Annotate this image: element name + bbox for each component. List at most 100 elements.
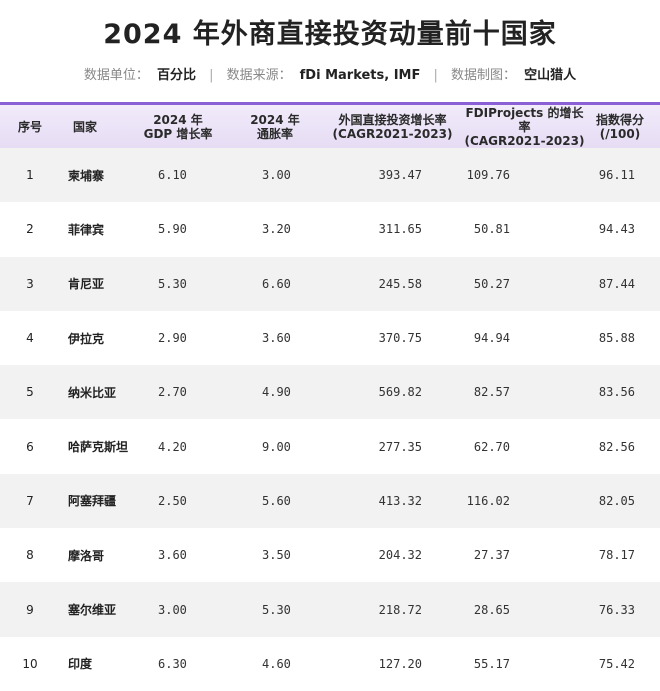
inflation-cell: 6.60 xyxy=(262,276,291,291)
table-row: 1 柬埔寨 6.10 3.00 393.47 109.76 96.11 xyxy=(0,148,660,203)
meta-separator: | xyxy=(209,68,214,83)
country-cell: 菲律宾 xyxy=(68,222,105,237)
country-cell: 塞尔维亚 xyxy=(68,603,117,618)
table-header: 序号 国家 2024 年 GDP 增长率 2024 年通胀率 外国直接投资增长率 (CAGR… xyxy=(0,102,660,148)
gdp-cell: 6.30 xyxy=(158,656,187,671)
score-cell: 85.88 xyxy=(598,331,635,346)
rank-cell: 3 xyxy=(26,276,34,291)
inflation-cell: 9.00 xyxy=(262,439,291,454)
table-row: 6 哈萨克斯坦 4.20 9.00 277.35 62.70 82.56 xyxy=(0,419,660,473)
rank-cell: 6 xyxy=(26,439,34,454)
gdp-cell: 2.70 xyxy=(158,385,187,400)
score-cell: 83.56 xyxy=(598,385,635,400)
unit-value: 百分比 xyxy=(156,68,196,83)
table-row: 4 伊拉克 2.90 3.60 370.75 94.94 85.88 xyxy=(0,311,660,365)
rank-cell: 8 xyxy=(26,548,34,563)
score-cell: 82.05 xyxy=(598,493,635,508)
author-label: 数据制图： xyxy=(451,68,517,83)
data-table: 序号 国家 2024 年 GDP 增长率 2024 年通胀率 外国直接投资增长率 (CAGR… xyxy=(0,102,660,691)
column-header: 2024 年 GDP 增长率 xyxy=(143,112,213,141)
score-cell: 78.17 xyxy=(598,548,635,563)
projects-growth-cell: 116.02 xyxy=(466,493,510,508)
projects-growth-cell: 28.65 xyxy=(473,602,510,617)
country-cell: 哈萨克斯坦 xyxy=(68,440,129,455)
rank-cell: 10 xyxy=(22,656,38,671)
rank-cell: 7 xyxy=(26,493,34,508)
source-label: 数据来源： xyxy=(226,68,292,83)
column-header: 指数得分 (/100) xyxy=(595,112,644,141)
gdp-cell: 4.20 xyxy=(158,439,187,454)
projects-growth-cell: 50.27 xyxy=(473,276,510,291)
author-value: 空山猎人 xyxy=(524,68,577,83)
country-cell: 纳米比亚 xyxy=(68,385,117,400)
column-header: 序号 xyxy=(17,119,42,134)
fdi-growth-cell: 127.20 xyxy=(378,656,422,671)
meta-separator: | xyxy=(433,68,438,83)
rank-cell: 2 xyxy=(26,222,34,237)
fdi-growth-cell: 393.47 xyxy=(378,168,422,183)
gdp-cell: 3.00 xyxy=(158,602,187,617)
inflation-cell: 4.90 xyxy=(262,385,291,400)
column-header: 国家 xyxy=(72,119,97,134)
inflation-cell: 4.60 xyxy=(262,656,291,671)
fdi-growth-cell: 204.32 xyxy=(378,548,422,563)
inflation-cell: 5.30 xyxy=(262,602,291,617)
gdp-cell: 2.90 xyxy=(158,331,187,346)
projects-growth-cell: 109.76 xyxy=(466,168,510,183)
table-row: 9 塞尔维亚 3.00 5.30 218.72 28.65 76.33 xyxy=(0,582,660,637)
page-title: 2024 年外商直接投资动量前十国家 xyxy=(103,19,557,50)
gdp-cell: 5.90 xyxy=(158,222,187,237)
projects-growth-cell: 94.94 xyxy=(473,331,510,346)
score-cell: 76.33 xyxy=(598,602,635,617)
projects-growth-cell: 27.37 xyxy=(473,548,510,563)
rank-cell: 1 xyxy=(26,168,34,183)
table-row: 8 摩洛哥 3.60 3.50 204.32 27.37 78.17 xyxy=(0,528,660,582)
inflation-cell: 3.50 xyxy=(262,548,291,563)
score-cell: 96.11 xyxy=(598,168,635,183)
table-body: 1 柬埔寨 6.10 3.00 393.47 109.76 96.11 2 菲律宾 5.90 3.2… xyxy=(0,148,660,691)
country-cell: 肯尼亚 xyxy=(68,277,105,292)
score-cell: 87.44 xyxy=(598,276,635,291)
table-row: 7 阿塞拜疆 2.50 5.60 413.32 116.02 82.05 xyxy=(0,473,660,529)
fdi-growth-cell: 413.32 xyxy=(378,493,422,508)
column-header: FDIProjects 的增长率 (CAGR2021-2023) xyxy=(464,105,585,148)
score-cell: 94.43 xyxy=(598,222,635,237)
gdp-cell: 2.50 xyxy=(158,493,187,508)
rank-cell: 4 xyxy=(26,331,34,346)
projects-growth-cell: 82.57 xyxy=(473,385,510,400)
source-value: fDi Markets, IMF xyxy=(299,68,421,83)
fdi-growth-cell: 245.58 xyxy=(378,276,422,291)
fdi-growth-cell: 311.65 xyxy=(378,222,422,237)
gdp-cell: 6.10 xyxy=(158,168,187,183)
unit-label: 数据单位： xyxy=(83,68,149,83)
score-cell: 75.42 xyxy=(598,656,635,671)
table-row: 2 菲律宾 5.90 3.20 311.65 50.81 94.43 xyxy=(0,202,660,256)
inflation-cell: 3.20 xyxy=(262,222,291,237)
country-cell: 印度 xyxy=(68,657,93,672)
projects-growth-cell: 50.81 xyxy=(473,222,510,237)
rank-cell: 5 xyxy=(26,385,34,400)
fdi-growth-cell: 277.35 xyxy=(378,439,422,454)
fdi-growth-cell: 370.75 xyxy=(378,331,422,346)
inflation-cell: 5.60 xyxy=(262,493,291,508)
projects-growth-cell: 62.70 xyxy=(473,439,510,454)
fdi-growth-cell: 218.72 xyxy=(378,602,422,617)
column-header: 2024 年通胀率 xyxy=(250,112,300,141)
gdp-cell: 3.60 xyxy=(158,548,187,563)
inflation-cell: 3.60 xyxy=(262,331,291,346)
table-row: 10 印度 6.30 4.60 127.20 55.17 75.42 xyxy=(0,637,660,691)
gdp-cell: 5.30 xyxy=(158,276,187,291)
score-cell: 82.56 xyxy=(598,439,635,454)
table-row: 3 肯尼亚 5.30 6.60 245.58 50.27 87.44 xyxy=(0,256,660,311)
table-row: 5 纳米比亚 2.70 4.90 569.82 82.57 83.56 xyxy=(0,365,660,420)
inflation-cell: 3.00 xyxy=(262,168,291,183)
meta-line: 数据单位： 百分比 | 数据来源： fDi Markets, IMF | 数据制图：… xyxy=(0,64,660,83)
country-cell: 柬埔寨 xyxy=(68,168,105,183)
projects-growth-cell: 55.17 xyxy=(473,656,510,671)
country-cell: 阿塞拜疆 xyxy=(68,494,117,509)
country-cell: 伊拉克 xyxy=(68,331,105,346)
column-header: 外国直接投资增长率 (CAGR2021-2023) xyxy=(332,112,453,141)
country-cell: 摩洛哥 xyxy=(68,548,105,563)
fdi-growth-cell: 569.82 xyxy=(378,385,422,400)
rank-cell: 9 xyxy=(26,602,34,617)
